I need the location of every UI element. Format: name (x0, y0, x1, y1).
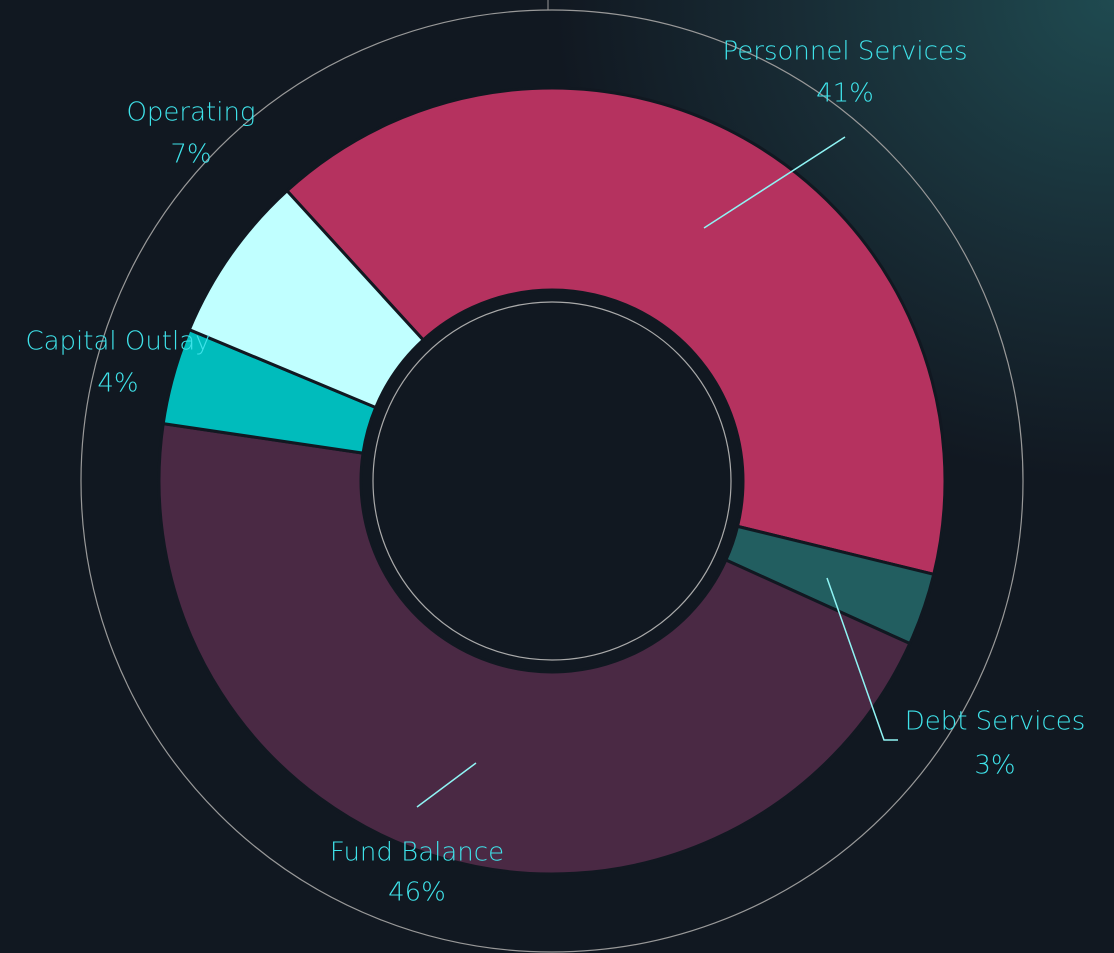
slice-label: Fund Balance (330, 838, 504, 868)
slice-label: Capital Outlay (25, 327, 210, 357)
slice (187, 188, 426, 410)
slice (157, 421, 912, 876)
leader-line (826, 577, 898, 741)
outer-ring (80, 9, 1024, 953)
value-label: 7% (170, 140, 211, 170)
slice-label: Debt Services (905, 707, 1086, 737)
slice-label: Personnel Services (723, 37, 968, 67)
value-label: 3% (974, 751, 1015, 781)
slices (157, 86, 947, 876)
slice (284, 86, 947, 577)
value-label: 41% (816, 79, 874, 109)
value-label: 46% (388, 878, 446, 908)
leader-line (416, 762, 477, 808)
leader-line (703, 136, 846, 229)
value-label: 4% (97, 369, 138, 399)
inner-ring (372, 301, 732, 661)
slice-label: Operating (126, 98, 255, 128)
